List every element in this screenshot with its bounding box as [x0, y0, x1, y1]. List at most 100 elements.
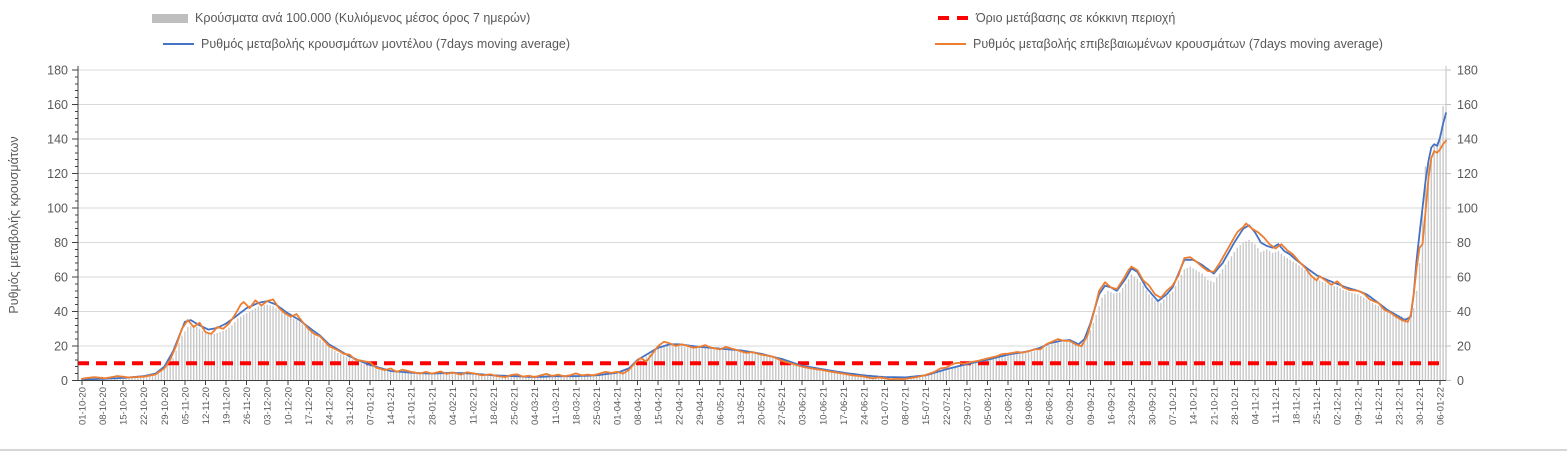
x-tick-label: 23-12-21 — [1395, 387, 1406, 425]
case-bar — [736, 350, 739, 381]
case-bar — [951, 368, 953, 381]
case-bar — [1342, 289, 1344, 381]
case-bar — [924, 374, 927, 381]
case-bar — [516, 375, 518, 381]
case-bar — [431, 372, 433, 381]
case-bar — [1383, 308, 1385, 381]
case-bar — [1265, 249, 1268, 381]
case-bar — [1092, 322, 1094, 381]
case-bar — [1415, 290, 1418, 381]
case-bar — [1371, 302, 1374, 381]
case-bar — [1010, 354, 1012, 381]
case-bar — [1186, 267, 1189, 381]
case-bar — [207, 333, 210, 381]
case-bar — [413, 372, 415, 381]
case-bar — [778, 359, 780, 381]
case-bar — [1274, 252, 1277, 381]
case-bar — [384, 369, 386, 381]
case-bar — [357, 362, 360, 381]
case-bar — [195, 327, 198, 381]
case-bar — [463, 372, 465, 381]
case-bar — [1207, 279, 1209, 381]
case-bar — [454, 371, 457, 381]
x-tick-label: 01-07-21 — [880, 387, 891, 425]
case-bar — [181, 335, 183, 381]
legend-item-model-line: Ρυθμός μεταβολής κρουσμάτων μοντέλου (7d… — [163, 36, 570, 52]
x-tick-label: 18-11-21 — [1292, 387, 1303, 424]
case-bar — [278, 309, 280, 381]
x-tick-label: 10-12-20 — [283, 387, 294, 425]
case-bar — [419, 372, 421, 381]
y-tick-label-right: 40 — [1457, 305, 1471, 319]
case-bar — [322, 342, 324, 381]
x-tick-label: 30-09-21 — [1148, 387, 1159, 425]
y-tick-label-right: 160 — [1457, 98, 1478, 112]
x-tick-label: 10-06-21 — [818, 387, 829, 425]
case-bar — [539, 375, 542, 381]
case-bar — [704, 348, 706, 381]
case-bar — [848, 372, 850, 381]
case-bar — [563, 374, 565, 381]
case-bar — [957, 366, 959, 381]
case-bar — [619, 371, 621, 381]
case-bar — [1254, 244, 1256, 381]
case-bar — [257, 306, 260, 381]
case-bar — [1377, 305, 1380, 381]
y-tick-label-right: 120 — [1457, 167, 1478, 181]
case-bar — [825, 369, 827, 381]
case-bar — [210, 333, 213, 381]
x-tick-label: 16-12-21 — [1374, 387, 1385, 425]
case-bar — [360, 363, 362, 381]
case-bar — [954, 367, 956, 381]
case-bar — [1339, 288, 1341, 381]
case-bar — [1404, 317, 1406, 381]
x-tick-label: 27-05-21 — [777, 387, 788, 425]
case-bar — [807, 366, 809, 381]
model-line — [81, 112, 1447, 381]
case-bar — [1042, 348, 1044, 381]
case-bar — [348, 358, 351, 381]
case-bar — [1430, 158, 1432, 381]
case-bar — [1107, 290, 1109, 381]
case-bar — [860, 374, 862, 381]
case-bar — [437, 372, 439, 381]
case-bar — [1151, 297, 1153, 381]
case-bar — [1154, 300, 1156, 381]
case-bar — [1174, 286, 1177, 381]
legend-label-threshold: Όριο μετάβασης σε κόκκινη περιοχή — [976, 11, 1176, 25]
case-bar — [1248, 239, 1250, 381]
x-tick-label: 05-08-21 — [983, 387, 994, 425]
case-bar — [1360, 296, 1362, 381]
x-tick-label: 13-05-21 — [736, 387, 747, 425]
case-bar — [125, 376, 127, 381]
case-bar — [1380, 307, 1383, 381]
case-bar — [604, 373, 606, 381]
case-bar — [163, 368, 166, 381]
case-bar — [1016, 354, 1018, 381]
case-bar — [854, 373, 856, 381]
case-bar — [789, 363, 792, 381]
case-bar — [469, 372, 471, 381]
case-bar — [995, 357, 997, 381]
case-bar — [492, 374, 495, 381]
case-bar — [960, 366, 962, 381]
case-bar — [234, 321, 236, 381]
case-bar — [248, 311, 251, 381]
case-bar — [1239, 245, 1241, 381]
case-bar — [254, 308, 257, 381]
case-bar — [366, 365, 368, 381]
case-bar — [1210, 280, 1212, 381]
case-bar — [822, 369, 824, 381]
case-bar — [451, 371, 454, 381]
case-bar — [1286, 258, 1288, 381]
y-tick-label-left: 140 — [47, 133, 68, 147]
case-bar — [401, 372, 404, 381]
x-tick-label: 28-01-21 — [427, 387, 438, 425]
case-bar — [334, 350, 336, 381]
case-bar — [648, 354, 651, 381]
x-tick-label: 14-10-21 — [1189, 387, 1200, 425]
y-tick-label-right: 80 — [1457, 236, 1471, 250]
case-bar — [522, 375, 524, 381]
case-bar — [1407, 318, 1409, 381]
case-bar — [986, 360, 989, 381]
